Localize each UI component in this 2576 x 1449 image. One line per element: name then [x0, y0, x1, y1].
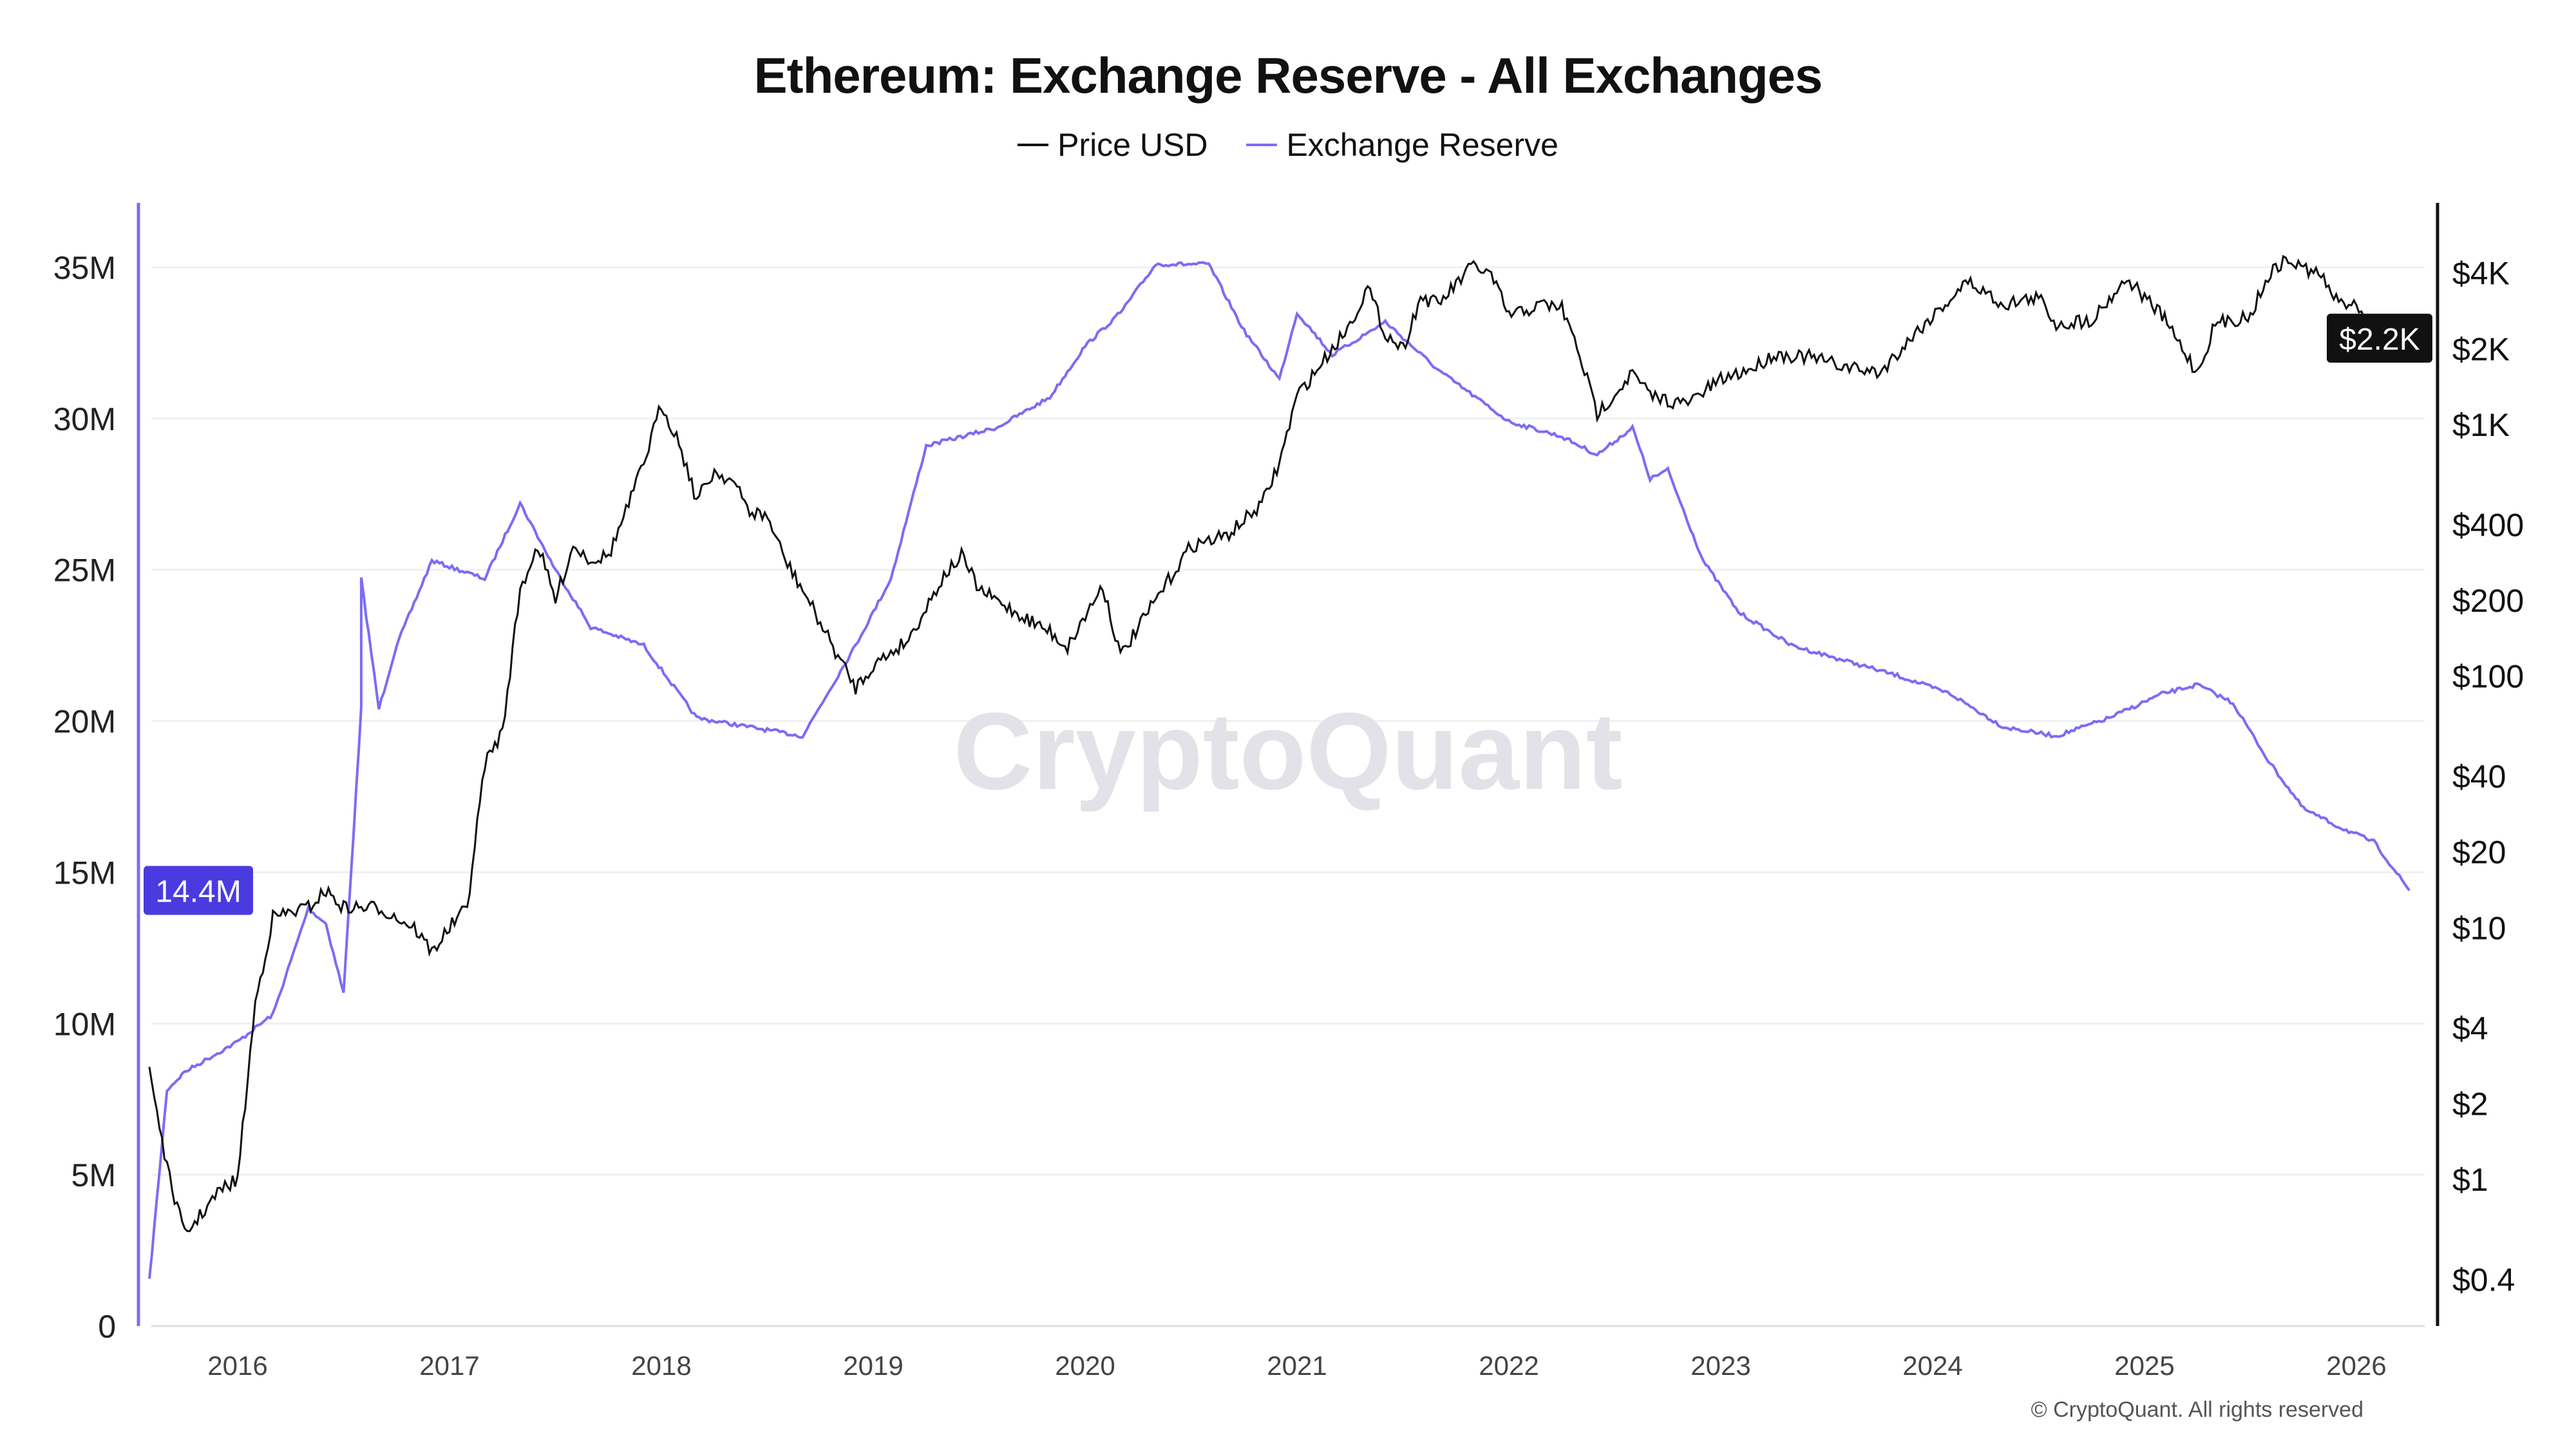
x-tick-label: 2017	[419, 1350, 479, 1381]
x-tick-label: 2020	[1055, 1350, 1115, 1381]
current-price-badge	[2327, 314, 2432, 363]
current-reserve-badge	[144, 866, 253, 915]
y-right-tick-label: $0.4	[2452, 1262, 2515, 1298]
y-left-tick-label: 15M	[53, 855, 116, 891]
y-left-tick-label: 0	[98, 1309, 116, 1345]
watermark: CryptoQuant	[954, 690, 1623, 813]
y-right-tick-label: $20	[2452, 835, 2506, 871]
x-tick-label: 2022	[1479, 1350, 1539, 1381]
legend: Price USD Exchange Reserve	[0, 126, 2576, 164]
y-left-tick-label: 10M	[53, 1006, 116, 1042]
y-right-tick-label: $2	[2452, 1086, 2488, 1122]
y-right-tick-label: $1K	[2452, 407, 2510, 443]
y-right-tick-label: $4	[2452, 1010, 2488, 1046]
legend-item-reserve[interactable]: Exchange Reserve	[1246, 126, 1558, 164]
legend-label-price: Price USD	[1057, 127, 1208, 163]
legend-swatch-reserve	[1246, 144, 1278, 146]
y-right-tick-label: $100	[2452, 659, 2524, 695]
series-line-exchange-reserve	[147, 261, 2410, 1279]
x-tick-label: 2025	[2114, 1350, 2174, 1381]
x-tick-label: 2026	[2326, 1350, 2386, 1381]
y-left-tick-label: 25M	[53, 553, 116, 589]
x-tick-label: 2023	[1690, 1350, 1750, 1381]
x-tick-label: 2024	[1902, 1350, 1962, 1381]
chart-title: Ethereum: Exchange Reserve - All Exchang…	[753, 47, 1823, 104]
legend-swatch-price	[1018, 144, 1049, 146]
current-reserve-label: 14.4M	[155, 875, 241, 909]
y-left-tick-label: 20M	[53, 704, 116, 740]
x-tick-label: 2019	[843, 1350, 903, 1381]
y-left-tick-label: 35M	[53, 250, 116, 286]
x-tick-label: 2018	[631, 1350, 691, 1381]
y-right-tick-label: $400	[2452, 507, 2524, 543]
legend-item-price[interactable]: Price USD	[1018, 126, 1208, 164]
y-right-tick-label: $4K	[2452, 256, 2510, 292]
y-left-tick-label: 30M	[53, 401, 116, 437]
y-right-tick-label: $10	[2452, 910, 2506, 946]
y-right-tick-label: $2K	[2452, 331, 2510, 367]
y-right-tick-label: $200	[2452, 583, 2524, 619]
series-line-price-usd	[148, 254, 2410, 1233]
x-tick-label: 2021	[1267, 1350, 1327, 1381]
y-left-tick-label: 5M	[71, 1157, 116, 1193]
y-right-tick-label: $40	[2452, 759, 2506, 795]
legend-label-reserve: Exchange Reserve	[1286, 127, 1558, 163]
x-tick-label: 2016	[207, 1350, 267, 1381]
current-price-label: $2.2K	[2339, 323, 2420, 357]
y-right-tick-label: $1	[2452, 1162, 2488, 1198]
copyright: © CryptoQuant. All rights reserved	[2031, 1397, 2363, 1422]
